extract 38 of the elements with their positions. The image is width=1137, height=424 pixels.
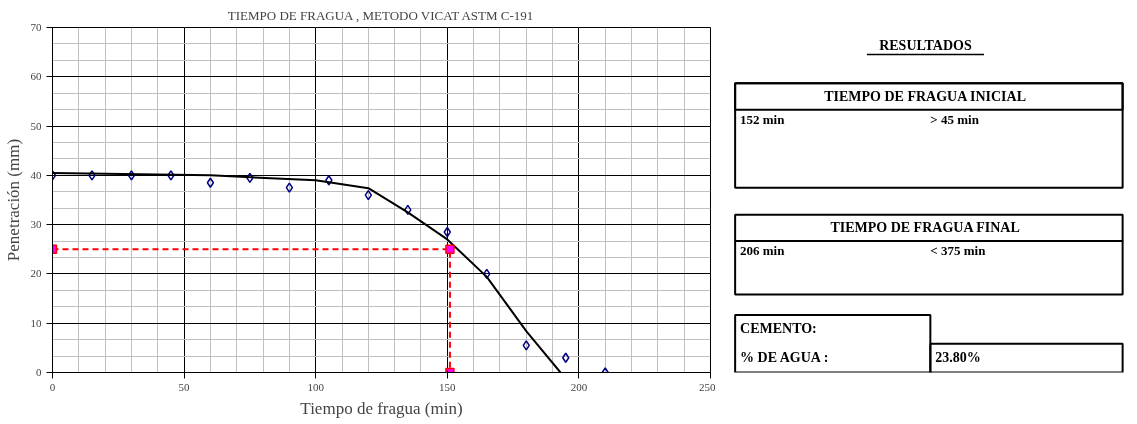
point: [88, 170, 96, 181]
chart-title: TIEMPO DE FRAGUA , METODO VICAT ASTM C-191: [227, 7, 534, 23]
y-tick-label: 40: [30, 168, 42, 181]
x-tick-label: 200: [570, 380, 588, 393]
point: [561, 352, 570, 363]
x-tick-label: 150: [439, 380, 457, 393]
point: [127, 170, 136, 181]
point: [325, 175, 333, 186]
x-tick-label: 0: [49, 380, 56, 393]
y-tick-label: 0: [36, 366, 42, 378]
point: [364, 189, 373, 201]
y-tick-label: 30: [30, 218, 42, 231]
point: [445, 244, 455, 255]
y-tick-label: 60: [30, 70, 42, 83]
point: [443, 226, 452, 238]
point: [522, 340, 531, 351]
y-tick-label: 20: [30, 267, 42, 280]
text: < 375 min: [930, 243, 987, 259]
y-axis-title: Penetración (mm): [3, 138, 23, 262]
text: RESULTADOS: [879, 38, 972, 54]
y-tick-label: 10: [30, 316, 42, 329]
point: [206, 177, 215, 188]
text: > 45 min: [930, 112, 980, 127]
x-tick-label: 250: [699, 380, 716, 393]
text: 206 min: [740, 243, 786, 259]
point: [167, 170, 175, 181]
x-axis-title: Tiempo de fragua (min): [300, 398, 463, 418]
y-tick-label: 50: [30, 119, 42, 132]
text: TIEMPO DE FRAGUA INICIAL: [824, 89, 1027, 104]
y-tick-label: 70: [30, 21, 42, 33]
x-tick-label: 100: [307, 380, 325, 393]
text: 152 min: [740, 112, 786, 127]
text: TIEMPO DE FRAGUA FINAL: [830, 220, 1020, 236]
text: 23.80%: [935, 350, 981, 366]
text: % DE AGUA :: [740, 350, 829, 366]
text: CEMENTO:: [740, 321, 817, 337]
point: [285, 182, 294, 193]
x-tick-label: 50: [178, 380, 191, 393]
